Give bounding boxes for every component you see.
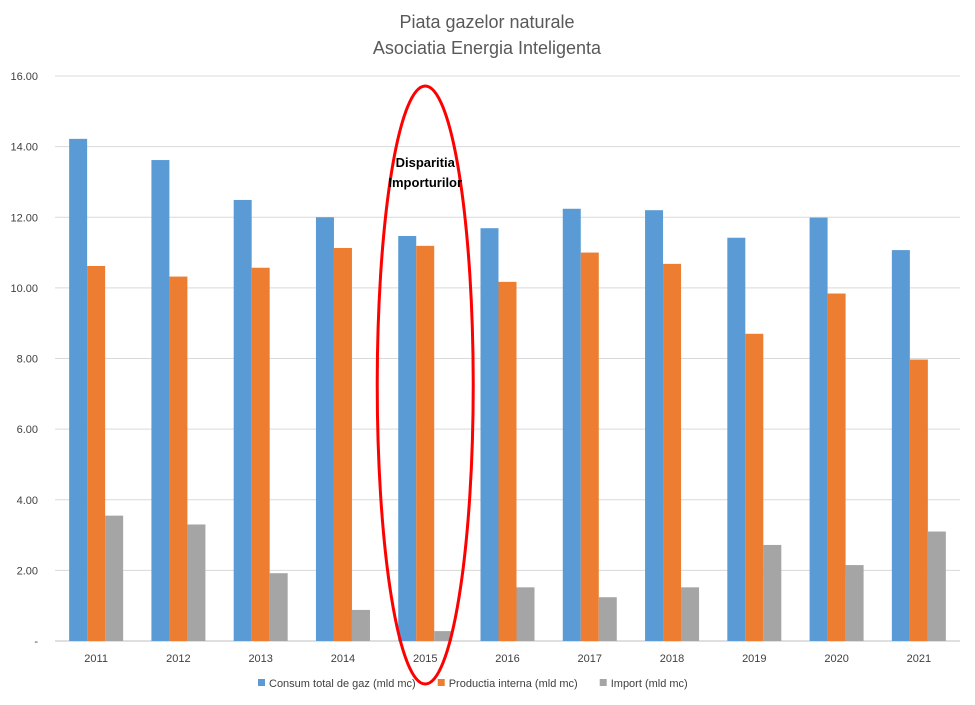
legend-swatch — [437, 679, 445, 686]
y-tick-label: 16.00 — [10, 71, 38, 83]
bar — [151, 160, 170, 641]
legend-label: Productia interna (mld mc) — [449, 678, 578, 690]
bar — [727, 237, 746, 641]
bar — [187, 524, 206, 641]
annotation: Disparitia Importurilor — [375, 84, 475, 686]
bar — [351, 609, 370, 641]
y-tick-label: 4.00 — [17, 495, 38, 507]
chart-subtitle: Asociatia Energia Inteligenta — [373, 38, 602, 58]
bar — [663, 263, 682, 641]
chart-title: Piata gazelor naturale — [399, 12, 574, 32]
bar — [763, 544, 782, 641]
y-tick-label: 14.00 — [10, 142, 38, 154]
bar — [434, 631, 453, 641]
legend-label: Consum total de gaz (mld mc) — [269, 678, 416, 690]
bar — [398, 235, 417, 641]
x-tick-label: 2019 — [742, 653, 766, 665]
bar — [169, 276, 188, 641]
bar — [87, 265, 106, 641]
y-tick-label: 8.00 — [17, 354, 38, 366]
bar — [827, 293, 846, 641]
bars — [69, 138, 946, 642]
bar — [598, 597, 617, 641]
bar — [562, 208, 581, 641]
bar — [516, 587, 535, 641]
y-tick-label: 12.00 — [10, 212, 38, 224]
bar — [681, 587, 700, 641]
bar — [891, 250, 910, 641]
x-tick-label: 2020 — [824, 653, 848, 665]
bar — [315, 217, 334, 641]
x-tick-label: 2017 — [578, 653, 602, 665]
y-tick-label: 10.00 — [10, 283, 38, 295]
x-tick-label: 2011 — [84, 653, 108, 665]
annotation-text-line-2: Importurilor — [388, 175, 462, 190]
bar — [416, 245, 435, 641]
bar — [845, 565, 864, 641]
bar — [105, 515, 124, 641]
legend-label: Import (mld mc) — [611, 678, 688, 690]
x-tick-label: 2018 — [660, 653, 684, 665]
bar — [745, 333, 764, 641]
bar — [269, 573, 288, 641]
x-tick-label: 2012 — [166, 653, 190, 665]
bar — [909, 359, 928, 641]
annotation-ellipse — [375, 84, 475, 686]
legend-swatch — [258, 679, 265, 686]
bar — [927, 531, 946, 641]
y-tick-label: 6.00 — [17, 424, 38, 436]
bar — [233, 199, 252, 641]
y-axis-ticks: - 2.00 4.00 6.00 8.00 10.00 12.00 14.00 16.00 — [10, 71, 38, 648]
bar — [480, 228, 499, 641]
bar — [645, 210, 664, 641]
y-tick-label: 2.00 — [17, 565, 38, 577]
x-axis-ticks: 2011 2012 2013 2014 2015 2016 2017 2018 2019 2020… — [84, 653, 931, 665]
bar — [809, 217, 828, 641]
bar — [580, 252, 599, 641]
bar — [333, 247, 352, 642]
y-tick-label: - — [34, 636, 38, 648]
bar — [69, 138, 88, 641]
bar — [498, 281, 517, 641]
x-tick-label: 2014 — [331, 653, 355, 665]
x-tick-label: 2015 — [413, 653, 437, 665]
x-tick-label: 2016 — [495, 653, 519, 665]
annotation-text-line-1: Disparitia — [396, 155, 456, 170]
x-tick-label: 2013 — [248, 653, 272, 665]
bar — [251, 267, 270, 641]
legend: Consum total de gaz (mld mc) Productia in… — [258, 678, 688, 690]
legend-swatch — [599, 679, 607, 686]
x-tick-label: 2021 — [907, 653, 931, 665]
